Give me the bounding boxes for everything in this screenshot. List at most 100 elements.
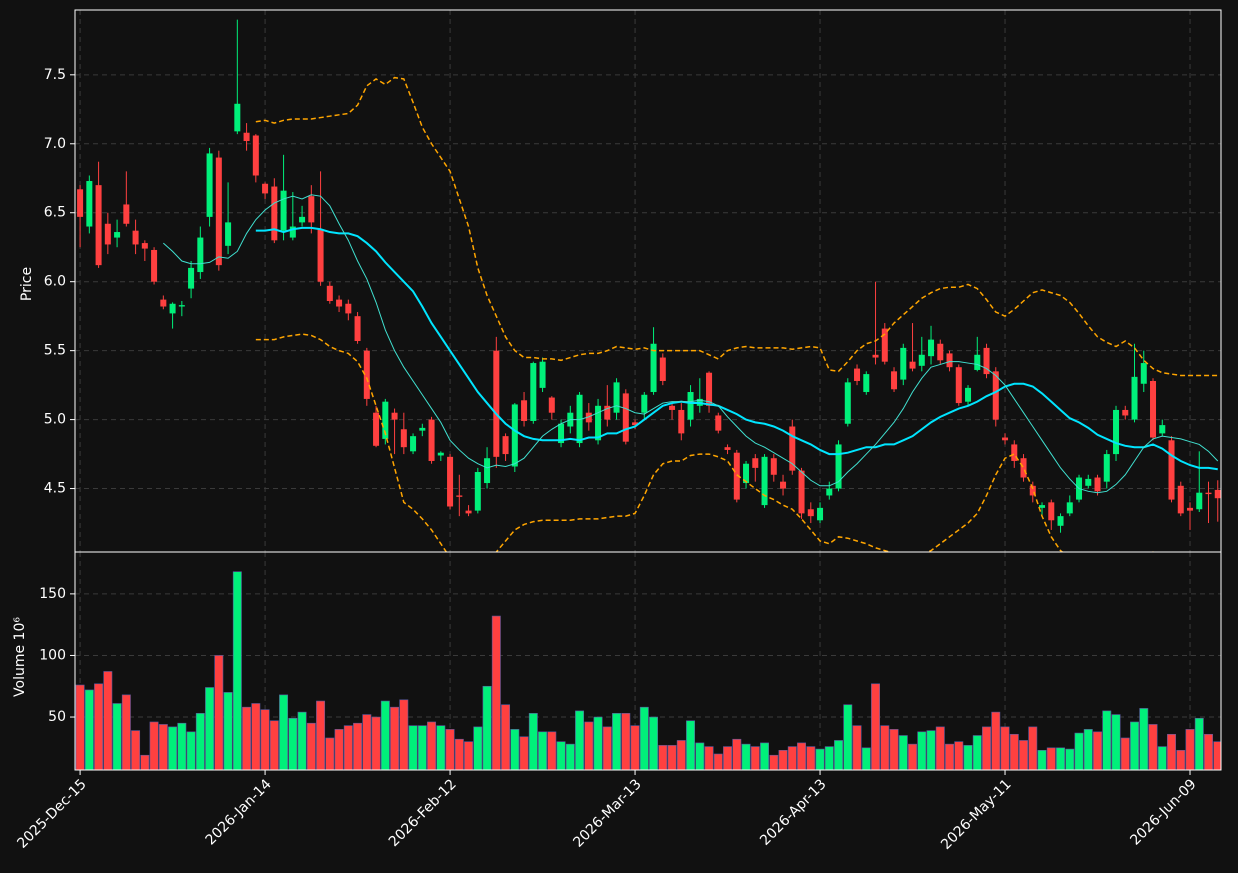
volume-bar: [1194, 717, 1204, 770]
candle-body: [724, 447, 731, 450]
candle-body: [900, 347, 907, 380]
volume-bar: [1130, 721, 1139, 770]
volume-bar: [676, 740, 686, 770]
candle-body: [613, 382, 620, 413]
candle-body: [215, 157, 222, 266]
volume-bar: [380, 700, 390, 770]
volume-bar: [834, 740, 843, 770]
candle-body: [243, 132, 250, 142]
volume-bar: [131, 730, 141, 770]
volume-bar: [94, 683, 104, 770]
candle-body: [1122, 409, 1129, 416]
candle-body: [502, 436, 509, 455]
candle-body: [715, 415, 722, 431]
volume-bar: [1148, 724, 1158, 770]
candle-body: [576, 394, 583, 444]
candle-body: [585, 412, 592, 423]
y-tick-label: 6.0: [44, 274, 66, 290]
volume-bar: [889, 729, 899, 770]
volume-bar: [269, 720, 279, 770]
volume-bar: [824, 746, 834, 770]
candle-body: [169, 303, 176, 314]
volume-frame: [74, 551, 1222, 771]
volume-bar: [362, 714, 372, 770]
volume-bar: [630, 725, 640, 770]
volume-bar: [464, 741, 474, 770]
volume-bar: [686, 720, 696, 770]
volume-bar: [602, 726, 612, 770]
volume-bar: [1176, 749, 1186, 770]
volume-bar: [575, 710, 585, 770]
y-tick-label: 5.5: [44, 343, 66, 359]
volume-bar: [112, 703, 122, 770]
candle-body: [1011, 444, 1018, 461]
candle-body: [770, 458, 777, 475]
candle-body: [1150, 380, 1157, 438]
volume-bar: [1120, 737, 1130, 770]
volume-bar: [1102, 710, 1112, 770]
candle-body: [1085, 478, 1092, 486]
candle-body: [95, 185, 102, 266]
volume-bar: [704, 746, 714, 770]
volume-bar: [482, 685, 492, 770]
candle-body: [252, 135, 259, 176]
candle-body: [659, 357, 666, 381]
volume-bar: [306, 722, 316, 770]
volume-bar: [926, 730, 936, 770]
candle-body: [955, 367, 962, 404]
candle-body: [974, 354, 981, 370]
volume-bar: [454, 738, 464, 770]
candle-body: [354, 316, 361, 341]
candle-body: [1205, 492, 1212, 495]
volume-bar: [260, 709, 270, 770]
volume-bar: [954, 741, 964, 770]
volume-bar: [84, 689, 94, 770]
candle-body: [558, 423, 565, 444]
volume-bar: [205, 687, 215, 770]
candle-body: [743, 463, 750, 484]
candle-body: [1159, 425, 1166, 434]
candle-body: [687, 392, 694, 420]
candle-body: [983, 347, 990, 375]
volume-bar: [723, 746, 733, 770]
candle-body: [1002, 437, 1009, 441]
candle-body: [493, 350, 500, 457]
volume-bar: [593, 716, 603, 770]
volume-axis-label: Volume 10⁶: [12, 617, 28, 697]
candle-body: [308, 196, 315, 223]
volume-bar: [75, 684, 85, 770]
volume-bar: [103, 671, 113, 770]
candle-body: [474, 472, 481, 511]
volume-bar: [945, 743, 954, 770]
candle-body: [400, 429, 407, 448]
candle-body: [1177, 485, 1184, 514]
y-tick-label: 100: [39, 647, 66, 663]
candle-body: [1196, 492, 1203, 510]
candle-body: [595, 405, 602, 441]
candle-body: [807, 509, 814, 517]
volume-bar: [1167, 733, 1176, 770]
candle-body: [77, 189, 84, 217]
candle-body: [511, 404, 518, 467]
candle-body: [1103, 454, 1110, 482]
candle-body: [271, 186, 278, 241]
volume-bar: [353, 722, 363, 770]
y-tick-label: 4.5: [44, 481, 66, 497]
candle-body: [706, 372, 713, 406]
line-series: [162, 194, 1219, 494]
candle-body: [928, 339, 935, 357]
candle-body: [733, 452, 740, 500]
volume-bar: [242, 706, 252, 770]
volume-bar: [612, 713, 622, 770]
volume-bar: [1093, 731, 1102, 770]
candle-body: [669, 405, 676, 410]
volume-bar: [445, 729, 455, 770]
candle-body: [650, 343, 657, 393]
volume-bar: [565, 743, 575, 770]
volume-bar: [1000, 726, 1010, 770]
candle-body: [317, 229, 324, 282]
volume-bar: [390, 706, 400, 770]
candle-body: [641, 394, 648, 413]
volume-bar: [935, 726, 945, 770]
volume-bar: [158, 724, 168, 770]
